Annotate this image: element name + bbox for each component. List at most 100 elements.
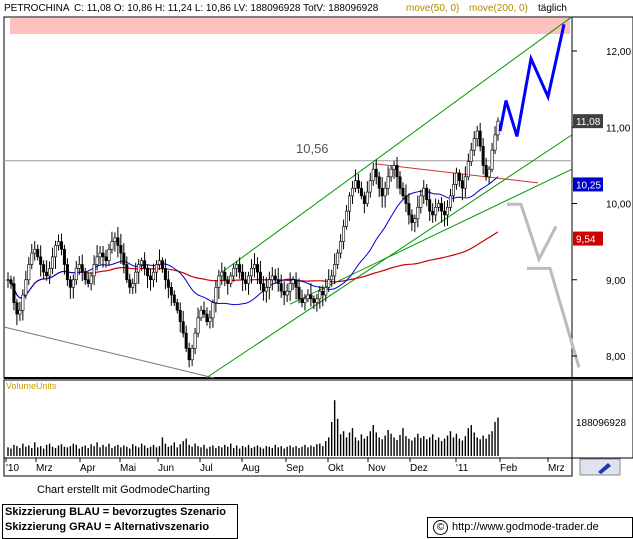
candle-body xyxy=(345,210,349,227)
candle-body xyxy=(208,317,212,322)
volume-bar xyxy=(84,445,86,456)
volume-bar xyxy=(132,444,134,456)
volume-bar xyxy=(155,447,158,456)
volume-bar xyxy=(345,437,348,456)
volume-bar xyxy=(25,446,27,456)
candle-body xyxy=(353,180,357,189)
source-url[interactable]: http://www.godmode-trader.de xyxy=(452,521,599,533)
x-tick-label: Aug xyxy=(242,463,260,474)
x-tick-label: Mrz xyxy=(36,463,53,474)
candle-body xyxy=(276,279,280,284)
candle-body xyxy=(270,275,274,281)
candle-body xyxy=(169,287,173,296)
candle-body xyxy=(377,176,381,189)
volume-bar xyxy=(461,440,464,456)
candle-body xyxy=(21,294,25,311)
candle-body xyxy=(62,248,66,265)
volume-bar xyxy=(322,446,324,456)
source-link[interactable]: © http://www.godmode-trader.de xyxy=(427,517,633,538)
volume-bar xyxy=(473,432,475,456)
candle-body xyxy=(211,302,215,319)
volume-bar xyxy=(188,444,190,456)
moving-averages xyxy=(7,176,499,306)
candle-body xyxy=(279,283,283,292)
volume-bar xyxy=(482,435,484,456)
volume-bar xyxy=(224,444,226,456)
volume-bar xyxy=(458,438,461,456)
candle-body xyxy=(484,165,488,178)
candle-body xyxy=(68,279,72,288)
candle-body xyxy=(327,279,331,288)
candle-body xyxy=(460,180,464,189)
volume-bar xyxy=(449,431,452,456)
volume-bar xyxy=(280,446,282,456)
candle-body xyxy=(392,165,396,170)
candle-body xyxy=(6,279,10,282)
volume-bar xyxy=(440,441,443,456)
volume-bar xyxy=(176,447,178,456)
volume-bar xyxy=(408,438,410,456)
candle-body xyxy=(490,149,494,170)
candle-body xyxy=(12,283,16,303)
volume-bar xyxy=(51,446,54,456)
volume-bar xyxy=(420,438,422,456)
volume-bar xyxy=(351,428,354,456)
volume-bar xyxy=(143,445,146,456)
ma50-line xyxy=(7,176,499,306)
candle-body xyxy=(448,195,452,208)
candle-body xyxy=(380,187,384,197)
lower-support-line xyxy=(3,326,215,379)
volume-bar xyxy=(31,447,33,456)
candle-body xyxy=(273,275,277,281)
candle-body xyxy=(247,275,251,284)
candle-body xyxy=(291,279,295,284)
candle-body xyxy=(178,309,182,322)
candle-body xyxy=(410,214,414,223)
volume-bar xyxy=(232,447,235,456)
candle-body xyxy=(146,268,150,277)
pen-tool-button[interactable] xyxy=(579,458,621,476)
candle-body xyxy=(122,252,126,265)
volume-bar xyxy=(146,447,149,456)
candle-body xyxy=(333,264,337,277)
volume-bar xyxy=(10,448,12,456)
x-tick-label: '11 xyxy=(456,463,469,474)
candle-body xyxy=(163,268,167,281)
candle-body xyxy=(45,271,49,277)
candle-body xyxy=(401,187,405,197)
candle-body xyxy=(371,168,375,181)
volume-bar xyxy=(194,443,196,456)
volume-bar xyxy=(19,447,21,456)
candle-body xyxy=(395,165,399,178)
volume-bar xyxy=(66,447,69,456)
volume-bar xyxy=(16,446,18,456)
volume-bar xyxy=(378,437,380,456)
candle-body xyxy=(255,264,259,273)
legend-gray-scenario: Skizzierung GRAU = Alternativszenario xyxy=(5,521,210,533)
volume-bar xyxy=(117,444,119,456)
volume-bar xyxy=(230,443,232,456)
candle-body xyxy=(71,279,75,288)
volume-bar xyxy=(185,438,187,456)
candle-body xyxy=(54,245,58,258)
volume-bar xyxy=(476,437,478,456)
volume-bar xyxy=(203,444,205,456)
volume-bar xyxy=(262,448,265,456)
volume-bar xyxy=(369,431,372,456)
candle-body xyxy=(157,260,161,265)
copyright-icon: © xyxy=(433,519,448,535)
candle-body xyxy=(241,271,245,281)
candle-body xyxy=(80,264,84,273)
volume-bar xyxy=(114,446,116,456)
x-tick-label: Nov xyxy=(368,463,386,474)
candle-body xyxy=(51,256,55,269)
candle-body xyxy=(184,332,188,349)
volume-bar xyxy=(488,434,490,456)
volume-bar xyxy=(274,444,276,456)
candle-body xyxy=(294,279,298,288)
volume-bar xyxy=(316,444,318,456)
volume-bar xyxy=(431,434,434,456)
candle-body xyxy=(27,264,31,281)
candle-body xyxy=(425,187,429,200)
